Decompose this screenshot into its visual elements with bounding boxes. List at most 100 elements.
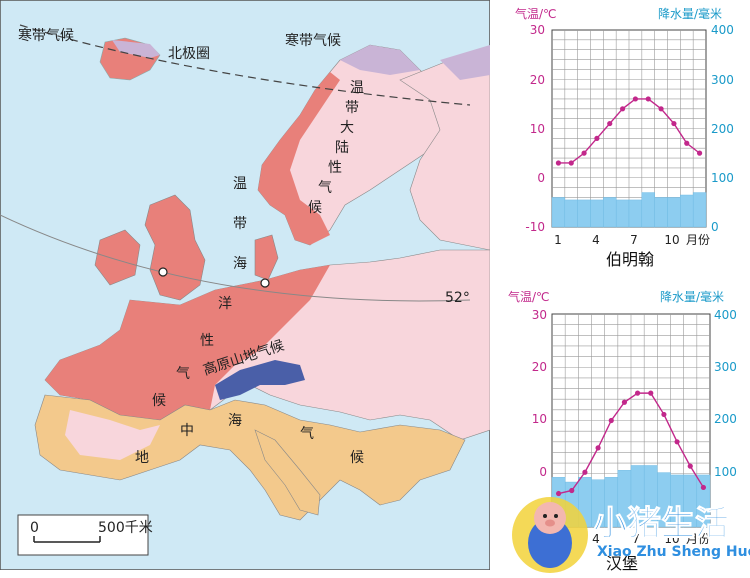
svg-text:气: 气 — [318, 180, 332, 196]
temp-point — [700, 484, 707, 491]
month-tick: 7 — [632, 532, 640, 546]
temp-point — [581, 150, 587, 156]
precip-tick: 300 — [711, 73, 734, 87]
temp-point — [634, 390, 641, 396]
precip-tick: 200 — [714, 412, 737, 426]
svg-text:性: 性 — [328, 160, 342, 176]
temp-point — [555, 160, 562, 166]
temp-tick: 30 — [532, 308, 547, 322]
temp-line — [555, 390, 707, 497]
precip-tick: 100 — [714, 465, 737, 479]
chart-grid — [551, 29, 707, 228]
temp-tick: 10 — [530, 122, 545, 136]
temp-point — [658, 106, 664, 112]
temp-axis-label: 气温/℃ — [515, 6, 557, 21]
temp-point — [645, 96, 651, 102]
precip-bar — [654, 197, 668, 228]
temp-point — [687, 463, 693, 469]
cold-region-iceland — [112, 40, 160, 58]
temp-tick: -10 — [525, 220, 545, 234]
precip-bar — [692, 192, 707, 228]
precip-bar — [590, 199, 604, 228]
month-tick: 4 — [592, 233, 600, 247]
precip-tick: 400 — [714, 308, 737, 322]
svg-text:温: 温 — [233, 176, 247, 192]
temp-polyline — [558, 98, 701, 164]
svg-text:中: 中 — [180, 423, 194, 439]
arctic-circle-line — [19, 24, 471, 106]
temp-tick: 0 — [537, 171, 545, 185]
axis-ticks: 30 20 10 0 -10 400 300 200 100 0 1 4 7 1… — [525, 23, 734, 247]
scale-bar: 0 500千米 — [17, 514, 153, 556]
logo-title: 小猪生活 — [593, 504, 729, 544]
birmingham-marker — [158, 267, 168, 277]
italy — [254, 429, 321, 516]
temp-polyline — [558, 392, 705, 495]
month-tick: 7 — [630, 233, 638, 247]
norway-oceanic — [258, 72, 340, 245]
cold-climate-label-left: 寒带气候 — [18, 27, 74, 44]
temp-tick: 10 — [532, 412, 547, 426]
city-name: 伯明翰 — [606, 250, 654, 269]
temp-tick: 20 — [530, 73, 545, 87]
temp-point — [632, 96, 639, 102]
temp-point — [684, 140, 690, 146]
pig-body — [528, 518, 572, 568]
svg-text:候: 候 — [308, 200, 322, 216]
svg-text:候: 候 — [350, 450, 364, 466]
month-axis-label: 月份 — [686, 233, 710, 247]
latitude-52-label: 52° — [445, 290, 470, 306]
svg-text:海: 海 — [233, 256, 247, 272]
hamburg-marker — [260, 278, 270, 288]
precip-tick: 300 — [714, 360, 737, 374]
precip-tick: 400 — [711, 23, 734, 37]
precip-bar — [667, 197, 681, 228]
temp-point — [594, 135, 600, 141]
month-axis-label: 月份 — [686, 532, 710, 546]
temp-tick: 30 — [530, 23, 545, 37]
svg-text:500千米: 500千米 — [98, 520, 153, 536]
month-tick: 10 — [664, 233, 679, 247]
temp-point — [671, 120, 677, 127]
precip-bar — [603, 197, 617, 228]
cold-region-lapland — [340, 45, 420, 75]
svg-text:陆: 陆 — [335, 140, 349, 156]
month-tick: 1 — [554, 233, 562, 247]
temp-point — [661, 411, 667, 418]
precip-bars — [551, 192, 707, 228]
precip-tick: 100 — [711, 171, 734, 185]
temp-point — [555, 490, 562, 497]
precip-bar — [564, 199, 578, 228]
month-tick: 4 — [592, 532, 600, 546]
temp-point — [674, 439, 680, 445]
latitude-52-line — [0, 214, 471, 302]
temp-tick: 20 — [532, 360, 547, 374]
temp-tick: 0 — [539, 465, 547, 479]
ireland — [94, 229, 141, 286]
svg-text:气: 气 — [176, 366, 190, 382]
temp-point — [648, 390, 654, 396]
svg-text:洋: 洋 — [218, 296, 232, 312]
mediterranean-zone — [34, 394, 466, 521]
svg-text:地: 地 — [135, 450, 149, 466]
precip-bar — [696, 474, 711, 528]
svg-text:性: 性 — [200, 333, 214, 349]
precip-axis-label: 降水量/毫米 — [658, 6, 722, 21]
europe-climate-map: 寒带气候 寒带气候 北极圈 52° 温 带 大 陆 性 气 候 温 带 海 洋 … — [0, 0, 490, 570]
iberia-inland — [65, 410, 160, 460]
precip-axis-label: 降水量/毫米 — [660, 289, 724, 304]
cold-region-right — [440, 45, 490, 80]
temp-axis-label: 气温/℃ — [508, 289, 550, 304]
climate-chart-birmingham: 气温/℃ 降水量/毫米 30 20 10 0 -10 400 300 200 1… — [515, 6, 734, 269]
svg-text:大: 大 — [340, 120, 354, 136]
temp-point — [696, 150, 703, 156]
pig-head — [534, 502, 566, 534]
temp-line — [555, 96, 703, 166]
continental-climate-label: 温 带 大 陆 性 气 候 — [308, 80, 364, 216]
arctic-circle-label: 北极圈 — [168, 46, 210, 62]
temp-point — [569, 487, 575, 494]
temp-point — [621, 399, 628, 405]
western-europe-oceanic — [45, 265, 330, 420]
cold-climate-label-right: 寒带气候 — [285, 32, 341, 49]
precip-bar — [680, 194, 694, 228]
